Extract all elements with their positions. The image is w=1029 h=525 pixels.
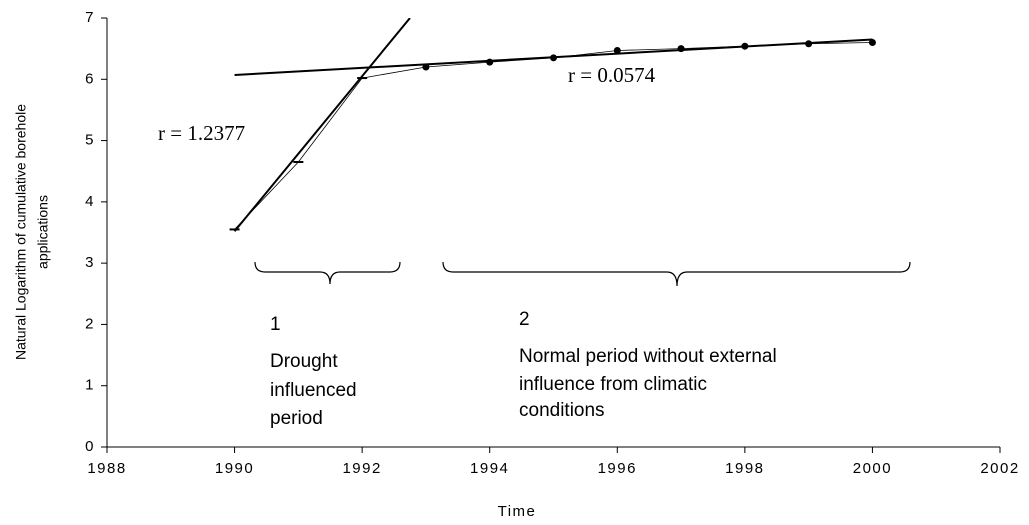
y-tick-label: 0	[85, 438, 95, 455]
y-tick-label: 7	[85, 9, 95, 26]
trend-line	[233, 18, 411, 232]
y-tick-label: 2	[85, 315, 95, 332]
annotation: influenced	[270, 380, 357, 401]
y-tick-label: 3	[85, 254, 95, 271]
y-axis-label: Natural Logarithm of cumulative borehole…	[13, 104, 51, 360]
marker	[741, 42, 749, 50]
annotation: r = 0.0574	[568, 63, 656, 87]
annotation: influence from climatic	[519, 374, 707, 395]
x-tick-label: 1992	[342, 460, 381, 477]
x-tick-label: 1996	[598, 460, 637, 477]
y-axis-label-line: applications	[35, 195, 51, 269]
y-tick-label: 6	[85, 70, 95, 87]
x-tick-label: 1988	[87, 460, 126, 477]
annotation: Drought	[270, 351, 338, 372]
brace	[254, 261, 401, 285]
annotation: conditions	[519, 400, 605, 421]
y-axis-label-line: Natural Logarithm of cumulative borehole	[13, 104, 29, 360]
annotation: r = 1.2377	[158, 121, 245, 145]
annotation: 2	[519, 309, 530, 330]
marker	[677, 45, 685, 53]
marker	[486, 58, 494, 66]
x-tick-label: 1998	[725, 460, 764, 477]
y-tick-label: 1	[85, 377, 95, 394]
x-tick-label: 2000	[853, 460, 892, 477]
x-axis-label: Time	[498, 503, 537, 520]
marker	[550, 54, 557, 62]
x-tick-label: 2002	[980, 460, 1019, 477]
y-tick-label: 5	[85, 132, 95, 149]
annotation: Normal period without external	[519, 346, 777, 367]
x-tick-label: 1990	[215, 460, 254, 477]
marker	[868, 39, 876, 47]
marker	[422, 63, 430, 71]
y-tick-label: 4	[85, 193, 95, 210]
annotation: period	[270, 408, 323, 429]
marker	[805, 40, 813, 48]
marker	[613, 46, 621, 54]
annotation: 1	[270, 314, 281, 335]
x-tick-label: 1994	[470, 460, 509, 477]
brace	[442, 261, 911, 287]
